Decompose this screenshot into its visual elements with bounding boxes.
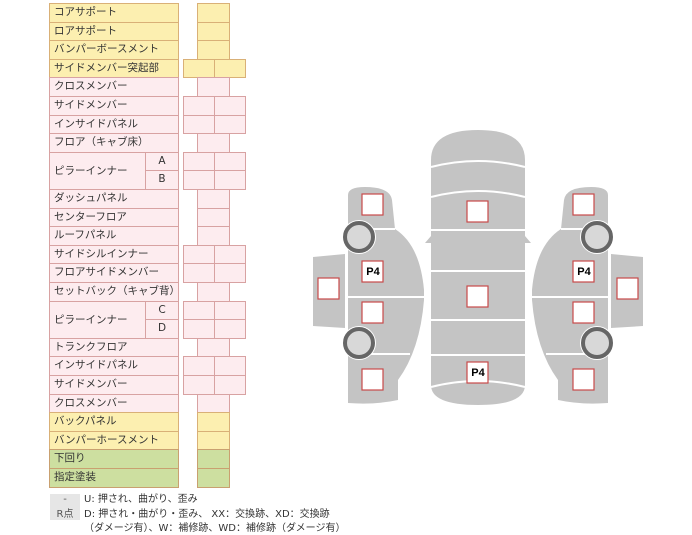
center-p4-box <box>466 361 489 384</box>
row-label: ピラーインナー <box>49 300 146 339</box>
row-label: サイドシルインナー <box>49 244 179 265</box>
left-rear-box <box>361 368 384 391</box>
left-middle-box <box>361 301 384 324</box>
legend-line: （ダメージ有）、W：補修跡、WD：補修跡（ダメージ有） <box>50 519 345 534</box>
row-label: ピラーインナー <box>49 151 146 190</box>
center-roof-box <box>466 200 489 223</box>
legend-text: （ダメージ有）、W：補修跡、WD：補修跡（ダメージ有） <box>84 523 346 534</box>
row-label: 指定塗装 <box>49 468 179 488</box>
wheel-icon <box>581 327 613 359</box>
row-sub-label: A <box>145 151 179 172</box>
wheel-icon <box>581 221 613 253</box>
row-label: サイドメンバー突起部 <box>49 58 179 79</box>
right-rear-box <box>572 368 595 391</box>
legend-text: U: 押され、曲がり、歪み <box>84 494 198 505</box>
wheel-icon <box>343 221 375 253</box>
row-label: サイドメンバー <box>49 96 179 116</box>
left-p4-box <box>361 260 384 283</box>
right-middle-box <box>572 301 595 324</box>
row-label: フロア（キャブ床） <box>49 133 179 153</box>
input-cell-right[interactable] <box>214 263 246 283</box>
row-label: センターフロア <box>49 207 179 228</box>
panel-line <box>430 190 526 198</box>
car-left-side <box>313 187 424 404</box>
input-cell-right[interactable] <box>214 170 246 190</box>
input-cell-right[interactable] <box>214 114 246 135</box>
input-cell-right[interactable] <box>214 58 246 79</box>
right-front-box <box>572 193 595 216</box>
car-top-body <box>431 130 525 405</box>
side-body <box>348 187 424 404</box>
p4-mark: P4 <box>577 266 591 278</box>
input-cell-right[interactable] <box>214 375 246 395</box>
input-cell-right[interactable] <box>214 319 246 339</box>
legend-key: - <box>50 494 80 505</box>
center-middle-box <box>466 285 489 308</box>
right-panel-box <box>616 277 639 300</box>
legend-text: D: 押され・曲がり・歪み、 XX：交換跡、XD：交換跡 <box>84 509 330 520</box>
side-body <box>532 187 608 404</box>
left-panel-box <box>317 277 340 300</box>
row-label: バックパネル <box>49 412 179 432</box>
row-label: バンパーホースメント <box>49 430 179 451</box>
legend-line: R点 D: 押され・曲がり・歪み、 XX：交換跡、XD：交換跡 <box>50 505 330 520</box>
row-label: インサイドパネル <box>49 114 179 135</box>
left-front-box <box>361 193 384 216</box>
p4-mark: P4 <box>471 367 485 379</box>
right-p4-box <box>572 260 595 283</box>
row-label: クロスメンバー <box>49 77 179 97</box>
legend-line: - U: 押され、曲がり、歪み <box>50 490 198 505</box>
row-label: クロスメンバー <box>49 393 179 414</box>
car-right-side <box>532 187 643 404</box>
legend-key: R点 <box>50 505 80 520</box>
row-label: バンパーボースメント <box>49 40 179 60</box>
p4-mark: P4 <box>366 266 380 278</box>
row-label: フロアサイドメンバー <box>49 263 179 283</box>
panel-line <box>430 160 526 168</box>
input-cell[interactable] <box>197 468 230 488</box>
row-sub-label: C <box>145 300 179 321</box>
wheel-icon <box>343 327 375 359</box>
